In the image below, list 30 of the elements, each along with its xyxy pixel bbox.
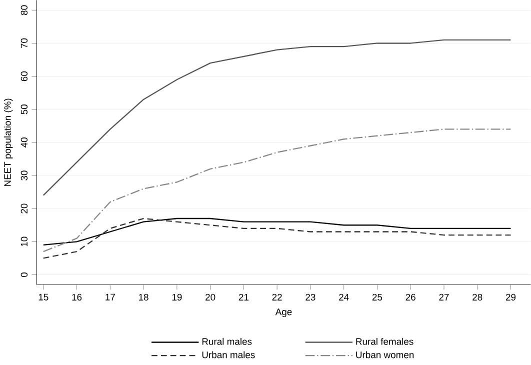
y-tick-label: 0	[20, 272, 28, 278]
y-axis-title: NEET population (%)	[4, 98, 13, 186]
x-axis-title: Age	[275, 308, 292, 318]
x-tick-label: 27	[439, 294, 449, 301]
y-tick-label: 50	[20, 104, 28, 114]
y-tick-label: 70	[20, 38, 28, 48]
x-tick-label: 16	[72, 294, 82, 301]
x-tick-label: 29	[506, 294, 516, 301]
legend-label: Urban males	[202, 351, 255, 358]
y-tick-label: 40	[20, 138, 28, 148]
legend-label: Rural females	[356, 338, 414, 346]
x-tick-label: 17	[106, 294, 115, 301]
x-tick-label: 20	[206, 294, 216, 301]
x-tick-label: 26	[406, 294, 416, 301]
x-tick-label: 25	[372, 294, 382, 301]
y-tick-label: 20	[20, 204, 28, 214]
legend-label: Urban women	[356, 351, 414, 358]
x-tick-label: 18	[139, 294, 148, 301]
x-tick-label: 15	[38, 294, 48, 301]
x-tick-label: 23	[306, 294, 316, 301]
x-tick-label: 22	[272, 294, 282, 301]
legend-label: Rural males	[202, 338, 252, 346]
x-tick-label: 24	[339, 294, 349, 301]
x-tick-label: 21	[238, 294, 248, 301]
y-tick-label: 30	[20, 170, 28, 181]
y-tick-label: 80	[20, 5, 28, 16]
x-tick-label: 28	[472, 294, 482, 301]
y-tick-label: 60	[20, 72, 28, 82]
x-tick-label: 19	[172, 294, 182, 301]
y-tick-label: 10	[20, 236, 28, 246]
